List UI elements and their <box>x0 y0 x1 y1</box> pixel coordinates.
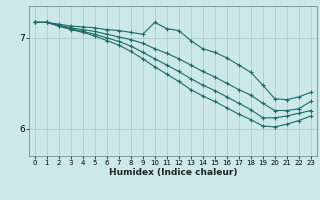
X-axis label: Humidex (Indice chaleur): Humidex (Indice chaleur) <box>108 168 237 177</box>
